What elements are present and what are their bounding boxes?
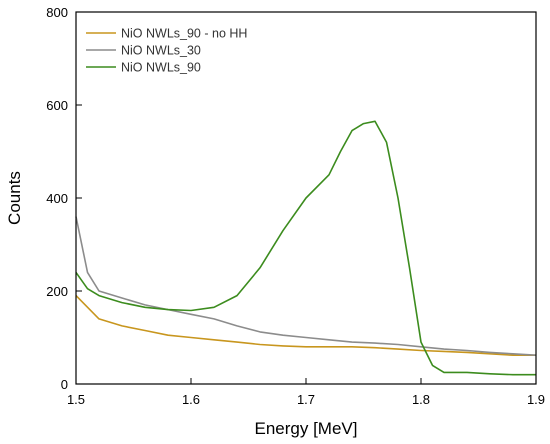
y-axis-label: Counts [5,171,24,225]
series-line-2 [75,216,537,356]
series-layer [75,120,537,376]
x-tick-label: 1.7 [297,392,315,407]
y-tick-label: 200 [46,284,68,299]
x-axis-label: Energy [MeV] [255,419,358,438]
y-tick-label: 800 [46,5,68,20]
x-tick-label: 1.8 [412,392,430,407]
x-tick-label: 1.9 [527,392,545,407]
ticks-layer: 1.5 1.6 1.7 1.8 1.9 0 200 400 600 800 [46,5,545,407]
series-line-3 [75,120,536,376]
legend-label: NiO NWLs_90 - no HH [121,27,247,41]
y-tick-label: 600 [46,98,68,113]
legend-label: NiO NWLs_30 [121,44,201,58]
y-tick-label: 400 [46,191,68,206]
series-line-1 [75,295,536,357]
legend-label: NiO NWLs_90 [121,61,201,75]
legend: NiO NWLs_90 - no HH NiO NWLs_30 NiO NWLs_9… [86,27,247,75]
y-tick-label: 0 [61,377,68,392]
x-tick-label: 1.5 [67,392,85,407]
x-tick-label: 1.6 [182,392,200,407]
